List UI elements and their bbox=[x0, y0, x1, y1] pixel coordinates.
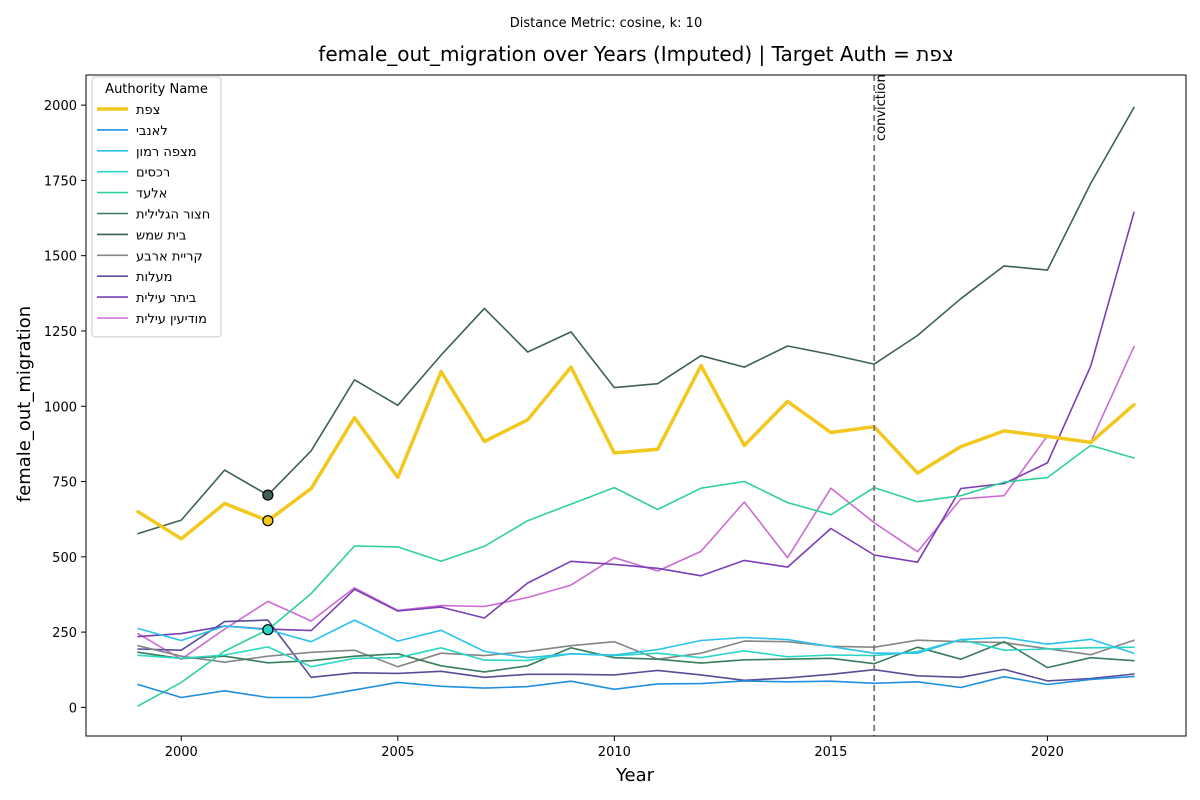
x-tick-label: 2015 bbox=[814, 745, 847, 760]
y-tick-label: 1250 bbox=[44, 325, 77, 340]
series-layer bbox=[136, 106, 1136, 707]
x-axis: 2000 2005 2010 2015 2020 bbox=[165, 736, 1064, 760]
y-axis-label: female_out_migration bbox=[14, 306, 35, 502]
legend-label: בית שמש bbox=[136, 228, 186, 243]
y-tick-label: 1500 bbox=[44, 250, 77, 265]
plot-area: conviction bbox=[85, 74, 1187, 737]
y-tick-label: 1000 bbox=[44, 400, 77, 415]
x-tick-label: 2010 bbox=[598, 745, 631, 760]
legend: Authority Name צפת לאנבי מצפה רמון רכסים אלע… bbox=[91, 76, 222, 338]
y-tick-label: 1750 bbox=[44, 174, 77, 189]
series-line bbox=[137, 619, 1135, 682]
series-line bbox=[137, 638, 1135, 668]
y-tick-label: 250 bbox=[52, 626, 77, 641]
legend-label: מעלות bbox=[136, 270, 172, 285]
legend-label: לאנבי bbox=[136, 124, 168, 139]
series-line bbox=[136, 363, 1136, 541]
legend-label: צפת bbox=[136, 103, 160, 118]
series-line bbox=[137, 345, 1135, 661]
x-tick-label: 2000 bbox=[165, 745, 198, 760]
highlight-marker bbox=[262, 624, 274, 636]
y-axis: 0 250 500 750 1000 1250 1500 1750 2000 bbox=[44, 99, 86, 716]
legend-label: מצפה רמון bbox=[136, 145, 197, 160]
series-line bbox=[137, 444, 1135, 707]
x-tick-label: 2020 bbox=[1031, 745, 1064, 760]
y-tick-label: 2000 bbox=[44, 99, 77, 114]
series-line bbox=[137, 211, 1135, 638]
markers-layer bbox=[262, 489, 274, 636]
x-axis-label: Year bbox=[615, 765, 655, 786]
legend-box bbox=[91, 76, 222, 338]
legend-items: צפת לאנבי מצפה רמון רכסים אלעד חצור הגלילית בי… bbox=[97, 103, 210, 327]
legend-label: חצור הגלילית bbox=[136, 208, 210, 223]
legend-label: ביתר עילית bbox=[136, 291, 196, 306]
series-line bbox=[137, 675, 1135, 699]
legend-label: קריית ארבע bbox=[136, 249, 203, 264]
highlight-marker bbox=[262, 515, 274, 527]
legend-label: מודיעין עילית bbox=[136, 312, 207, 327]
legend-label: רכסים bbox=[136, 166, 170, 181]
highlight-marker bbox=[262, 489, 274, 501]
conviction-label: conviction bbox=[874, 74, 889, 141]
y-tick-label: 750 bbox=[52, 476, 77, 491]
series-line bbox=[137, 106, 1135, 535]
legend-label: אלעד bbox=[136, 187, 167, 202]
chart-title: female_out_migration over Years (Imputed… bbox=[318, 42, 953, 66]
series-line bbox=[137, 640, 1135, 673]
y-tick-label: 500 bbox=[52, 551, 77, 566]
plot-frame bbox=[85, 74, 1187, 737]
legend-title: Authority Name bbox=[105, 82, 208, 97]
x-tick-label: 2005 bbox=[381, 745, 414, 760]
chart-suptitle: Distance Metric: cosine, k: 10 bbox=[510, 16, 702, 31]
series-line bbox=[137, 619, 1135, 659]
y-tick-label: 0 bbox=[69, 701, 77, 716]
